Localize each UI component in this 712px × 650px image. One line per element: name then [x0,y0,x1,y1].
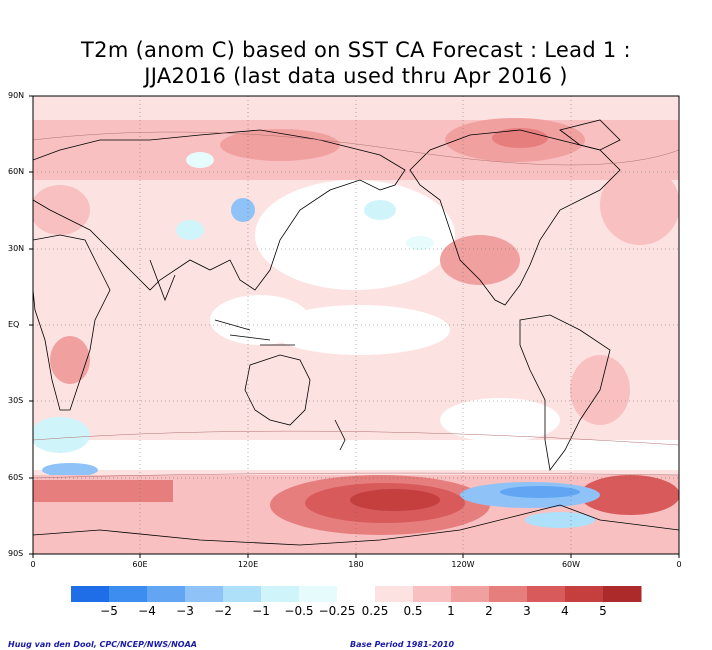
coastlines [33,119,679,546]
anomaly-sepac-neutral [440,398,560,442]
anomaly-tropical-neutral [270,305,450,355]
colorbar-swatch [489,586,528,602]
colorbar-swatch [109,586,148,602]
colorbar-swatch [261,586,300,602]
anomaly-africa-warm [50,336,90,384]
anomaly-wpac-neutral [210,295,310,345]
lon-label-60w: 60W [561,560,581,569]
lon-label-180: 180 [348,560,364,569]
axis-ticks [29,95,680,558]
colorbar-swatch [603,586,642,602]
colorbar-tick-label: 0.5 [403,604,423,618]
anomaly-sindian-cool [33,417,90,453]
anomaly-weddell-cool [525,512,595,528]
colorbar-tick-label: 4 [561,604,569,618]
lon-label-120e: 120E [237,560,259,569]
colorbar-tick-label: 1 [447,604,455,618]
lat-label-90s: 90S [8,549,24,558]
colorbar [71,586,642,602]
anomaly-eurasia-warm [33,185,90,235]
anomaly-ross-core [350,489,440,511]
lon-label-0-east: 0 [676,560,682,569]
anomaly-npacific-neutral [255,180,455,290]
anomaly-antarctic-warm-east [580,475,679,515]
colorbar-swatch [185,586,224,602]
colorbar-swatch [299,586,338,602]
lon-label-120w: 120W [451,560,475,569]
credit-text: Huug van den Dool, CPC/NCEP/NWS/NOAA [8,640,197,649]
lat-label-60n: 60N [8,167,25,176]
colorbar-swatch [451,586,490,602]
lat-label-30n: 30N [8,244,25,253]
colorbar-swatch [147,586,186,602]
colorbar-swatch [223,586,262,602]
colorbar-tick-label: −0.25 [318,604,356,618]
colorbar-tick-label: −4 [138,604,156,618]
colorbar-swatch [71,586,110,602]
graticule [33,96,679,554]
colorbar-swatch [565,586,604,602]
colorbar-tick-label: −5 [100,604,118,618]
colorbar-tick-label: −0.5 [284,604,314,618]
chart-title-line2: JJA2016 (last data used thru Apr 2016 ) [144,64,568,88]
colorbar-swatch [375,586,414,602]
anomaly-sindian-cool2 [42,463,98,477]
lat-label-30s: 30S [8,396,24,405]
lon-label-0: 0 [30,560,36,569]
anomaly-namerica-warm [440,235,520,285]
colorbar-tick-label: −3 [176,604,194,618]
colorbar-tick-label: 0.25 [361,604,389,618]
colorbar-swatch [413,586,452,602]
base-period-text: Base Period 1981-2010 [350,640,455,649]
chart-title-line1: T2m (anom C) based on SST CA Forecast : … [81,38,631,62]
anomaly-npacific-cool2 [406,236,434,250]
colorbar-swatch [337,586,376,602]
anomaly-amundsen-core [500,486,580,498]
colorbar-tick-label: 2 [485,604,493,618]
lat-label-60s: 60S [8,473,24,482]
anomaly-npacific-cool [364,200,396,220]
anomaly-asia-cool [231,198,255,222]
anomaly-siberia-core [492,128,548,148]
colorbar-tick-label: −1 [252,604,270,618]
colorbar-tick-label: 5 [599,604,607,618]
anomaly-asia-cool2 [176,220,204,240]
anomaly-atlantic-warm [600,165,679,245]
lat-label-90n: 90N [8,91,25,100]
lon-label-60e: 60E [132,560,148,569]
contour-lines [33,131,679,479]
anomaly-antarctic-warm-west [33,480,173,502]
anomaly-asia-cool3 [186,152,214,168]
colorbar-tick-label: −2 [214,604,232,618]
colorbar-swatch [527,586,566,602]
anomaly-asia-north [220,129,340,161]
colorbar-tick-label: 3 [523,604,531,618]
lat-label-eq: EQ [8,320,20,329]
